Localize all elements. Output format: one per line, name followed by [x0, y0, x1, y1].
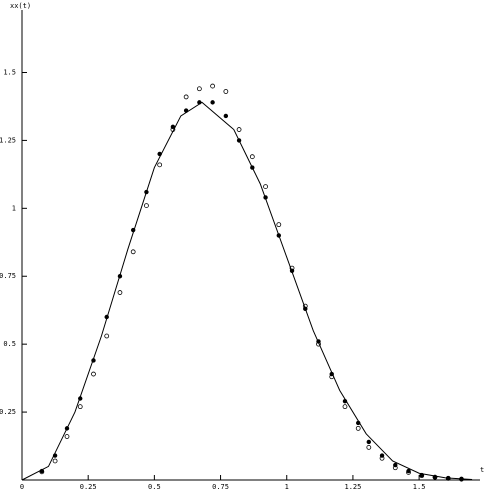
open-point	[432, 474, 438, 480]
x-tick-label: 0.75	[212, 483, 229, 490]
open-point	[379, 455, 385, 461]
x-tick-label: 1.5	[413, 483, 426, 490]
filled-point	[356, 420, 361, 426]
filled-point	[276, 233, 281, 238]
x-tick-label: 1.25	[344, 483, 361, 490]
filled-point	[263, 195, 268, 200]
open-point	[289, 265, 295, 271]
open-point	[445, 475, 451, 481]
filled-point	[78, 396, 83, 401]
filled-point	[157, 151, 162, 157]
filled-point	[366, 439, 372, 445]
open-point	[276, 222, 282, 228]
y-axis-label: xx(t)	[10, 2, 31, 10]
open-point	[392, 465, 398, 471]
y-tick-label: 0.75	[0, 272, 16, 280]
x-tick-label: 1	[285, 483, 289, 490]
curve	[21, 101, 473, 481]
open-point	[329, 374, 335, 380]
filled-point	[91, 358, 96, 363]
y-tick-label: 1	[12, 204, 16, 212]
open-point	[170, 127, 176, 132]
open-point	[406, 469, 411, 475]
y-tick-label: 1.5	[3, 68, 16, 76]
filled-point	[183, 108, 189, 113]
open-point	[302, 303, 308, 309]
open-point	[236, 127, 242, 132]
filled-point	[197, 100, 202, 105]
open-point	[91, 371, 96, 377]
filled-point	[104, 314, 109, 320]
open-point	[196, 86, 202, 92]
open-point	[355, 425, 361, 431]
filled-point	[52, 453, 58, 458]
open-point	[77, 404, 83, 410]
open-point	[39, 469, 45, 475]
open-point	[117, 290, 123, 295]
filled-point	[236, 138, 242, 143]
open-point	[157, 162, 163, 168]
open-point	[104, 333, 110, 339]
open-point	[249, 154, 255, 160]
filled-point	[250, 165, 255, 170]
x-axis-label: t	[480, 466, 484, 474]
open-point	[459, 476, 464, 482]
x-tick-label: 0.25	[80, 483, 97, 490]
open-point	[316, 341, 321, 347]
filled-point	[117, 274, 123, 279]
open-point	[52, 458, 58, 464]
x-tick-label: 0.5	[148, 483, 161, 490]
open-point	[342, 404, 348, 410]
x-tick-label: 0	[20, 483, 24, 490]
open-point	[223, 89, 229, 94]
open-point	[419, 473, 425, 479]
y-tick-label: 1.25	[0, 136, 16, 144]
filled-point	[342, 399, 348, 404]
open-point	[144, 203, 149, 209]
filled-point	[223, 113, 229, 119]
filled-point	[130, 227, 136, 233]
filled-point	[64, 426, 70, 431]
filled-point	[210, 100, 215, 105]
open-point	[263, 184, 268, 189]
y-tick-label: 0.25	[0, 408, 16, 416]
y-tick-label: 0.5	[3, 340, 16, 348]
filled-point	[144, 189, 149, 195]
open-point	[183, 94, 189, 100]
open-point	[210, 83, 216, 89]
open-point	[64, 434, 70, 439]
open-point	[130, 249, 136, 255]
open-point	[366, 444, 372, 450]
